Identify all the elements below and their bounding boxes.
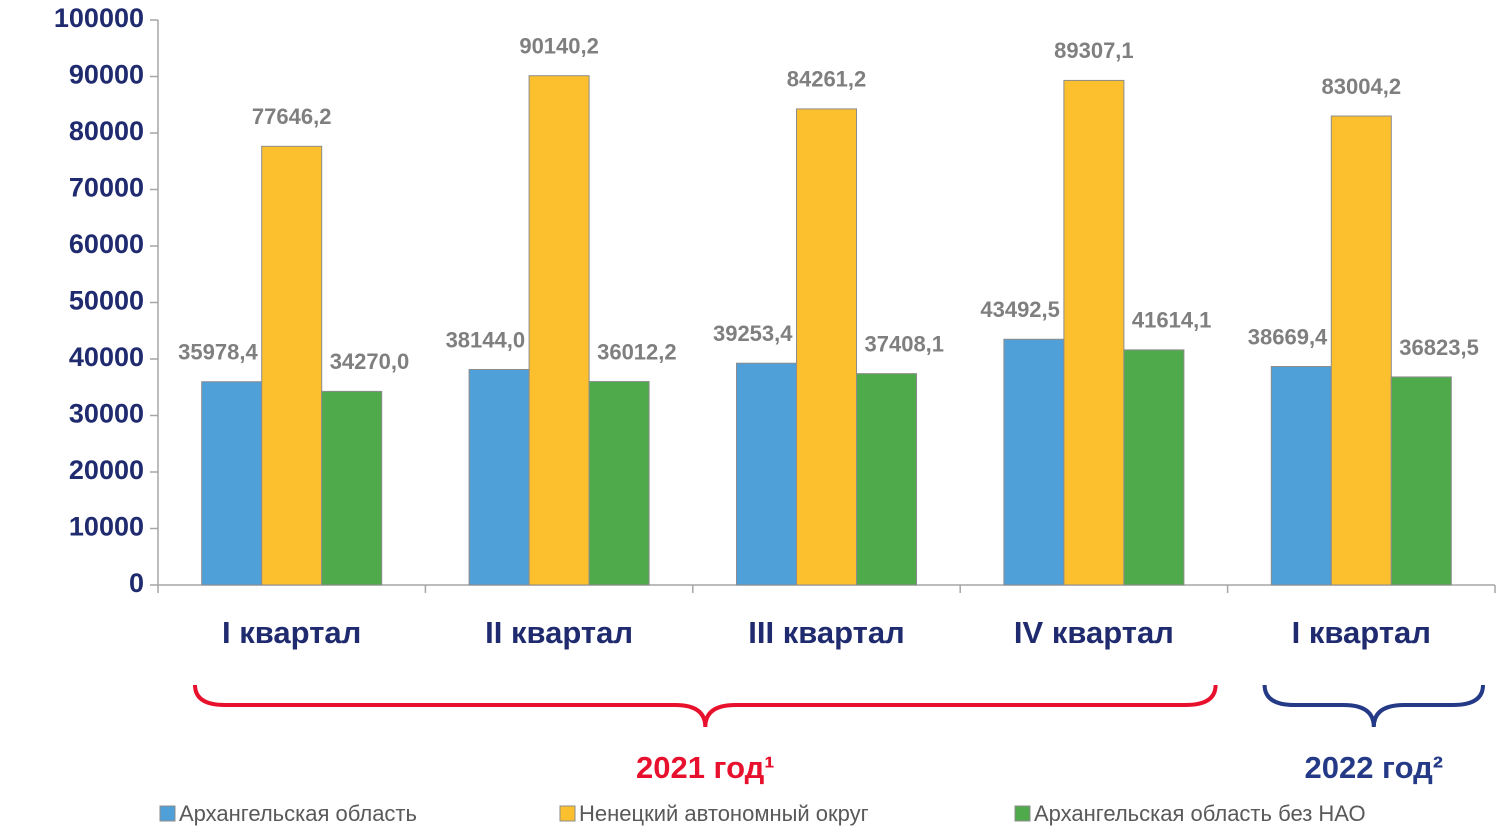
x-tick-label: I квартал — [1292, 615, 1431, 650]
legend-label: Архангельская область без НАО — [1034, 801, 1366, 826]
bar — [1390, 376, 1452, 586]
y-tick-label: 0 — [129, 568, 144, 598]
bar — [321, 390, 383, 586]
y-tick-label: 90000 — [69, 60, 144, 90]
value-label: 89307,1 — [1054, 38, 1134, 63]
legend-label: Ненецкий автономный округ — [579, 801, 869, 826]
y-tick-label: 80000 — [69, 116, 144, 146]
legend-swatch — [559, 805, 576, 822]
value-label: 38669,4 — [1248, 324, 1328, 349]
brace — [1262, 684, 1485, 728]
x-tick-label: I квартал — [222, 615, 361, 650]
bar — [1063, 79, 1125, 586]
y-tick-label: 10000 — [69, 512, 144, 542]
value-label: 39253,4 — [713, 321, 793, 346]
x-tick-label: II квартал — [485, 615, 633, 650]
bar — [1003, 338, 1065, 586]
y-tick-label: 100000 — [54, 3, 144, 33]
bar — [856, 373, 917, 586]
bar — [796, 108, 857, 586]
legend-swatch — [1014, 805, 1031, 822]
value-label: 41614,1 — [1132, 308, 1212, 333]
y-tick-label: 40000 — [69, 342, 144, 372]
y-tick-label: 60000 — [69, 229, 144, 259]
value-label: 77646,2 — [252, 104, 332, 129]
bar — [736, 362, 797, 586]
y-tick-label: 70000 — [69, 173, 144, 203]
annotation: 2022 год² — [1304, 750, 1443, 785]
x-tick-label: III квартал — [748, 615, 905, 650]
bar — [588, 381, 650, 586]
bar — [1330, 115, 1392, 586]
value-label: 43492,5 — [980, 297, 1060, 322]
bar — [468, 368, 530, 586]
y-tick-label: 30000 — [69, 399, 144, 429]
bar — [1123, 349, 1185, 586]
value-label: 36012,2 — [597, 339, 677, 364]
x-tick-label: IV квартал — [1014, 615, 1174, 650]
bar — [1270, 366, 1332, 586]
bar — [261, 145, 323, 586]
bar — [528, 75, 590, 586]
y-tick-label: 50000 — [69, 286, 144, 316]
value-label: 38144,0 — [446, 327, 526, 352]
value-label: 36823,5 — [1399, 335, 1479, 360]
value-label: 84261,2 — [787, 67, 867, 92]
bar — [201, 381, 263, 586]
y-tick-label: 20000 — [69, 455, 144, 485]
value-label: 37408,1 — [865, 331, 945, 356]
value-label: 34270,0 — [330, 349, 410, 374]
legend-swatch — [159, 805, 176, 822]
value-label: 35978,4 — [178, 340, 258, 365]
value-label: 90140,2 — [519, 34, 599, 59]
legend-label: Архангельская область — [179, 801, 417, 826]
brace — [193, 684, 1218, 728]
annotation: 2021 год¹ — [636, 750, 775, 785]
value-label: 83004,2 — [1322, 74, 1402, 99]
